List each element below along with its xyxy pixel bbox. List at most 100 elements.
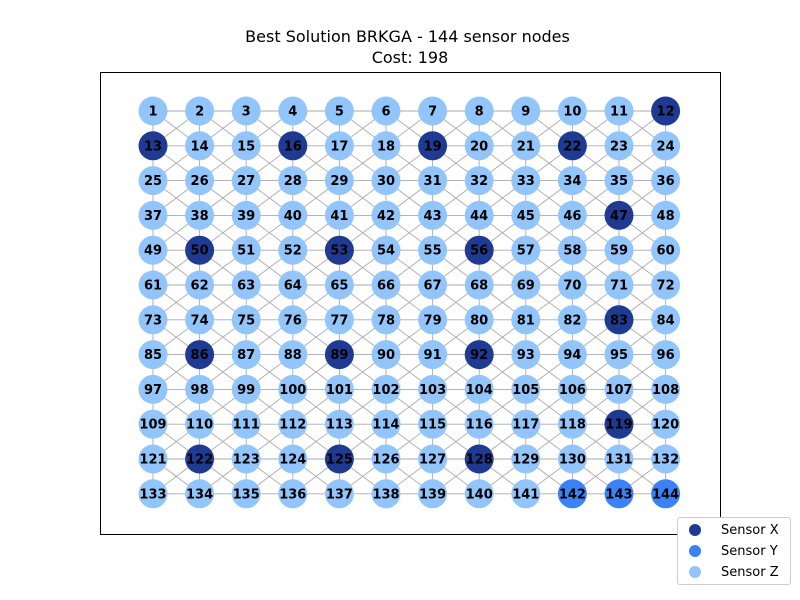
sensor-node-2: 2 <box>185 96 215 126</box>
node-label: 112 <box>279 418 306 433</box>
node-circle <box>138 340 168 370</box>
sensor-node-35: 35 <box>604 166 634 196</box>
sensor-node-13: 13 <box>138 131 168 161</box>
sensor-node-136: 136 <box>278 479 308 509</box>
node-circle <box>651 96 681 126</box>
node-circle <box>557 305 587 335</box>
node-circle <box>418 235 448 265</box>
node-circle <box>604 409 634 439</box>
node-label: 95 <box>610 348 628 363</box>
sensor-node-141: 141 <box>511 479 541 509</box>
node-label: 30 <box>377 174 395 189</box>
node-label: 84 <box>657 313 675 328</box>
sensor-node-73: 73 <box>138 305 168 335</box>
node-label: 38 <box>191 209 209 224</box>
node-label: 90 <box>377 348 395 363</box>
sensor-node-113: 113 <box>324 409 354 439</box>
node-circle <box>231 305 261 335</box>
sensor-node-129: 129 <box>511 444 541 474</box>
node-circle <box>185 131 215 161</box>
node-circle <box>511 374 541 404</box>
sensor-node-82: 82 <box>557 305 587 335</box>
sensor-node-131: 131 <box>604 444 634 474</box>
node-label: 31 <box>424 174 442 189</box>
node-label: 41 <box>330 209 348 224</box>
node-label: 114 <box>372 418 399 433</box>
node-circle <box>604 270 634 300</box>
sensor-node-69: 69 <box>511 270 541 300</box>
sensor-node-80: 80 <box>464 305 494 335</box>
node-label: 50 <box>191 244 209 259</box>
node-circle <box>231 374 261 404</box>
legend-label: Sensor X <box>721 522 779 538</box>
node-circle <box>185 270 215 300</box>
node-circle <box>324 444 354 474</box>
sensor-node-104: 104 <box>464 374 494 404</box>
node-circle <box>418 305 448 335</box>
node-label: 48 <box>657 209 675 224</box>
sensor-node-101: 101 <box>324 374 354 404</box>
sensor-node-53: 53 <box>324 235 354 265</box>
node-label: 129 <box>512 453 539 468</box>
node-circle <box>371 96 401 126</box>
sensor-node-71: 71 <box>604 270 634 300</box>
node-label: 107 <box>605 383 632 398</box>
sensor-node-43: 43 <box>418 200 448 230</box>
node-circle <box>651 200 681 230</box>
node-circle <box>604 444 634 474</box>
sensor-node-64: 64 <box>278 270 308 300</box>
sensor-node-77: 77 <box>324 305 354 335</box>
node-label: 19 <box>424 139 442 154</box>
node-circle <box>511 166 541 196</box>
node-label: 75 <box>237 313 255 328</box>
node-label: 130 <box>559 453 586 468</box>
node-label: 122 <box>186 453 213 468</box>
sensor-node-72: 72 <box>651 270 681 300</box>
node-label: 61 <box>144 279 162 294</box>
node-label: 17 <box>330 139 348 154</box>
sensor-node-70: 70 <box>557 270 587 300</box>
node-circle <box>278 444 308 474</box>
node-label: 82 <box>563 313 581 328</box>
node-label: 83 <box>610 313 628 328</box>
sensor-node-16: 16 <box>278 131 308 161</box>
node-circle <box>138 305 168 335</box>
node-label: 123 <box>233 453 260 468</box>
sensor-node-93: 93 <box>511 340 541 370</box>
sensor-node-27: 27 <box>231 166 261 196</box>
node-circle <box>138 444 168 474</box>
node-label: 57 <box>517 244 535 259</box>
node-circle <box>604 235 634 265</box>
node-label: 5 <box>335 105 344 120</box>
node-circle <box>651 340 681 370</box>
node-label: 46 <box>563 209 581 224</box>
node-circle <box>324 235 354 265</box>
node-label: 44 <box>470 209 488 224</box>
node-label: 91 <box>424 348 442 363</box>
node-circle <box>371 235 401 265</box>
node-label: 14 <box>191 139 209 154</box>
node-circle <box>418 270 448 300</box>
sensor-node-26: 26 <box>185 166 215 196</box>
sensor-node-99: 99 <box>231 374 261 404</box>
node-label: 131 <box>605 453 632 468</box>
node-circle <box>651 479 681 509</box>
sensor-node-75: 75 <box>231 305 261 335</box>
node-label: 77 <box>330 313 348 328</box>
sensor-node-89: 89 <box>324 340 354 370</box>
node-circle <box>464 305 494 335</box>
sensor-node-96: 96 <box>651 340 681 370</box>
sensor-node-115: 115 <box>418 409 448 439</box>
sensor-node-76: 76 <box>278 305 308 335</box>
node-label: 26 <box>191 174 209 189</box>
node-label: 49 <box>144 244 162 259</box>
node-circle <box>557 479 587 509</box>
node-label: 117 <box>512 418 539 433</box>
node-label: 6 <box>381 105 390 120</box>
node-circle <box>324 479 354 509</box>
node-label: 74 <box>191 313 209 328</box>
sensor-node-135: 135 <box>231 479 261 509</box>
node-circle <box>185 374 215 404</box>
sensor-node-33: 33 <box>511 166 541 196</box>
